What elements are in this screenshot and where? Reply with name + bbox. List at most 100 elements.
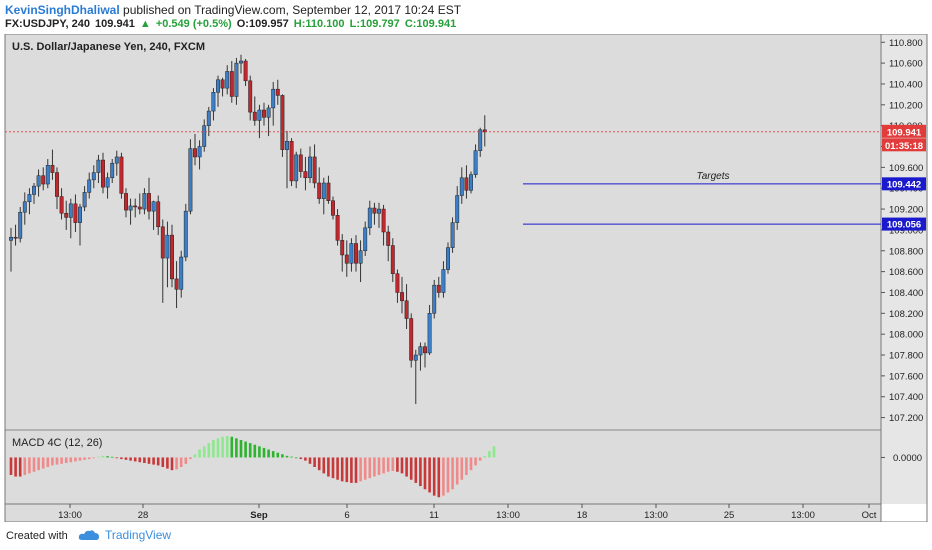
candle-bearish	[326, 182, 331, 201]
candle-bearish	[229, 71, 234, 97]
macd-bar	[322, 457, 326, 474]
candle-bullish	[45, 165, 50, 185]
candle-bearish	[395, 273, 400, 293]
candle-bearish	[436, 284, 441, 293]
macd-bar	[143, 457, 146, 464]
candle-bearish	[55, 172, 59, 197]
high-value: H:110.100	[293, 18, 345, 30]
macd-bar	[336, 457, 339, 480]
macd-bar	[469, 457, 473, 471]
macd-bar	[207, 443, 211, 458]
y-tick-label: 108.800	[889, 246, 923, 257]
macd-bar	[294, 457, 298, 459]
macd-bar	[239, 439, 243, 458]
macd-bar	[492, 446, 496, 458]
macd-bar	[97, 456, 100, 458]
x-tick-label: 11	[429, 510, 439, 521]
candle-bullish	[197, 146, 202, 158]
candle-bearish	[390, 245, 395, 274]
created-with-text: Created with	[6, 530, 68, 542]
candle-bearish	[252, 111, 257, 121]
candle-bearish	[464, 177, 469, 191]
x-tick-label: 25	[724, 510, 735, 521]
candle-bullish	[285, 141, 289, 150]
macd-bar	[212, 439, 215, 458]
macd-bar	[271, 451, 275, 458]
macd-bar	[460, 457, 464, 480]
candle-bearish	[344, 254, 349, 264]
macd-bar	[451, 457, 454, 490]
x-tick-label: 28	[138, 510, 149, 521]
publish-line: KevinSinghDhaliwal published on TradingV…	[5, 3, 461, 17]
y-tick-label: 110.800	[889, 38, 923, 49]
macd-bar	[308, 457, 312, 464]
y-tick-label: 109.200	[889, 205, 923, 216]
macd-bar	[32, 457, 36, 472]
y-tick-label: 107.600	[889, 371, 923, 382]
macd-bar	[78, 457, 82, 461]
candle-bullish	[82, 192, 87, 208]
candle-bearish	[280, 95, 285, 150]
candle-bullish	[363, 227, 368, 252]
published-text: published on TradingView.com, September …	[123, 3, 462, 17]
macd-bar	[46, 457, 50, 467]
candle-bearish	[386, 231, 391, 246]
x-tick-label: Sep	[250, 510, 268, 521]
price-axis-background	[881, 34, 927, 504]
chart-area[interactable]: U.S. Dollar/Japanese Yen, 240, FXCM MACD…	[0, 33, 932, 523]
candle-bearish	[50, 165, 55, 173]
x-tick-label: 13:00	[496, 510, 520, 521]
macd-bar	[115, 457, 119, 459]
candle-bullish	[96, 159, 101, 173]
macd-bar	[179, 457, 183, 467]
candle-bullish	[110, 162, 115, 179]
candle-bearish	[64, 212, 69, 218]
candle-bullish	[179, 256, 184, 290]
price-chart[interactable]: U.S. Dollar/Japanese Yen, 240, FXCM MACD…	[0, 33, 932, 523]
low-value: L:109.797	[349, 18, 400, 30]
chart-header: KevinSinghDhaliwal published on TradingV…	[0, 0, 932, 34]
macd-bar	[147, 457, 151, 464]
macd-bar	[161, 457, 165, 467]
candle-bullish	[216, 79, 220, 93]
macd-bar	[327, 457, 330, 477]
macd-bar	[235, 438, 238, 458]
candle-bearish	[275, 88, 280, 96]
macd-bar	[419, 457, 422, 487]
macd-bar	[400, 457, 404, 474]
macd-bar	[488, 451, 491, 458]
candle-bearish	[119, 156, 124, 194]
candle-bullish	[18, 211, 23, 239]
x-tick-label: 13:00	[58, 510, 82, 521]
candle-bearish	[303, 171, 308, 179]
macd-bar	[225, 435, 229, 458]
candle-bullish	[473, 150, 478, 175]
macd-bar	[414, 457, 418, 483]
symbol-label: FX:USDJPY, 240	[5, 18, 90, 30]
y-tick-label: 108.200	[889, 309, 923, 320]
target-badge	[882, 217, 926, 231]
macd-bar	[258, 446, 261, 458]
macd-bar	[41, 457, 45, 469]
footer: Created with TradingView	[0, 522, 932, 550]
candle-bullish	[446, 247, 450, 270]
candle-bullish	[271, 88, 276, 109]
author-link[interactable]: KevinSinghDhaliwal	[5, 3, 120, 17]
candle-bearish	[404, 300, 409, 319]
macd-bar	[110, 456, 114, 458]
tradingview-brand-link[interactable]: TradingView	[78, 528, 171, 542]
candle-bullish	[36, 175, 41, 187]
candle-bullish	[78, 206, 82, 223]
macd-bar	[437, 457, 441, 498]
macd-bar	[9, 457, 13, 475]
macd-bar	[74, 457, 77, 462]
last-value: 109.941	[95, 18, 135, 30]
candle-bullish	[234, 62, 239, 97]
macd-bar	[396, 457, 399, 472]
macd-bar	[442, 457, 445, 496]
candle-bullish	[418, 346, 423, 356]
candle-bullish	[469, 174, 473, 191]
x-tick-label: Oct	[862, 510, 877, 521]
y-tick-label: 108.600	[889, 267, 923, 278]
symbol-line: FX:USDJPY, 240 109.941 ▲ +0.549 (+0.5%) …	[5, 18, 458, 30]
